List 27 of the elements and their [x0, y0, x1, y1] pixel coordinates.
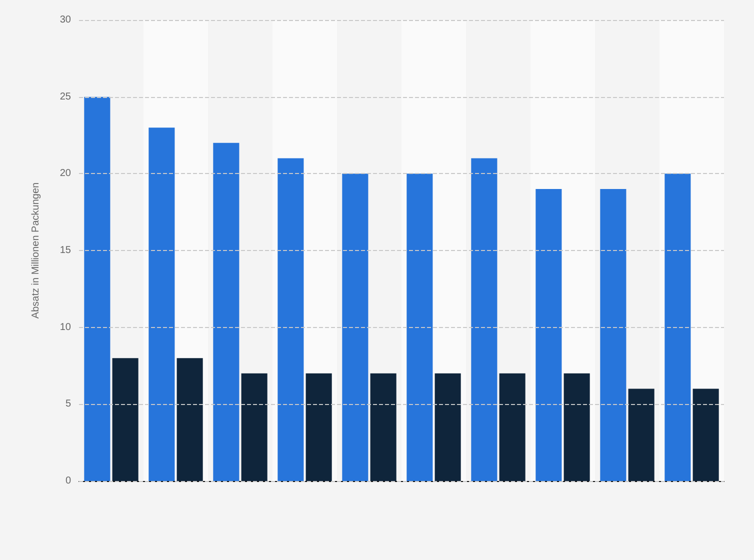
y-tick-label: 15: [60, 245, 72, 256]
bar: [370, 373, 396, 481]
bar: [471, 158, 498, 481]
bar: [213, 142, 240, 481]
y-tick-label: 5: [65, 398, 72, 410]
y-tick-label: 25: [60, 91, 72, 102]
bar: [241, 373, 268, 481]
y-tick-label: 0: [65, 476, 72, 486]
bar: [664, 174, 691, 481]
y-tick-label: 10: [60, 322, 72, 333]
bar: [536, 189, 562, 481]
bar: [600, 189, 626, 481]
bar: [406, 174, 433, 481]
y-axis-title: Absatz in Millionen Packungen: [30, 182, 42, 319]
bar: [342, 174, 368, 481]
bar: [148, 128, 175, 481]
bar: [112, 358, 138, 481]
bar: [306, 373, 332, 481]
bar: [176, 358, 203, 481]
bar: [628, 388, 654, 481]
y-tick-label: 20: [60, 168, 72, 180]
bar: [499, 373, 526, 481]
bar: [692, 388, 719, 481]
bar: [564, 373, 590, 481]
bar: [278, 158, 304, 481]
bar: [434, 373, 461, 481]
y-tick-label: 30: [60, 14, 72, 26]
